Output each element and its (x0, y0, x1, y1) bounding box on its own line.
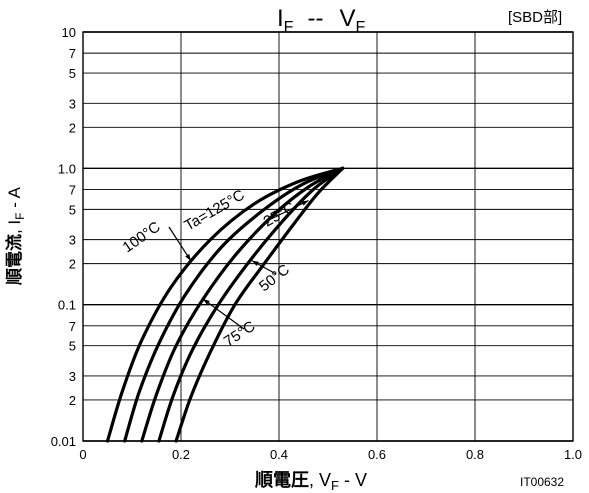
annotation-leader (168, 226, 192, 262)
x-tick-label: 0.8 (466, 447, 484, 462)
y-tick-label: 7 (69, 46, 76, 61)
x-axis-label-subscript: F (331, 478, 339, 493)
y-tick-label: 2 (69, 257, 76, 272)
y-axis-label-symbol: , I (5, 220, 24, 234)
title-main-subscript: F (284, 19, 294, 36)
series-line (157, 166, 345, 443)
series-lines (105, 166, 345, 443)
y-tick-label: 1.0 (58, 161, 76, 176)
title-second-subscript: F (355, 19, 365, 36)
series-annotation-label: Ta=125°C (182, 186, 248, 234)
y-tick-label: 10 (62, 25, 76, 40)
y-axis-label-unit: - A (5, 186, 24, 212)
figure-id: IT00632 (520, 475, 564, 489)
annotation-leader (202, 298, 245, 330)
x-axis-label-symbol: , V (309, 470, 331, 490)
y-tick-label: 0.1 (58, 298, 76, 313)
y-tick-label: 3 (69, 233, 76, 248)
series-line (140, 166, 345, 443)
annotation-arrowhead (203, 299, 210, 305)
x-axis-label-main: 順電圧 (255, 470, 309, 490)
y-tick-label: 7 (69, 319, 76, 334)
x-tick-label: 0.4 (270, 447, 288, 462)
y-axis-label-main: 順電流 (4, 234, 24, 285)
series-line (174, 166, 345, 443)
plot-border (82, 31, 574, 442)
series-line (105, 166, 345, 443)
x-axis-label-unit: - V (339, 470, 367, 490)
title-separator: -- (307, 5, 323, 32)
x-tick-label: 0.2 (172, 447, 190, 462)
x-tick-label: 0 (79, 447, 86, 462)
y-tick-label: 2 (69, 393, 76, 408)
chart-tag: [SBD部] (508, 9, 562, 26)
y-tick-label: 0.01 (51, 434, 76, 449)
y-tick-label: 2 (69, 120, 76, 135)
title-second: V (339, 5, 355, 32)
series-annotation-label: 100°C (120, 218, 164, 256)
y-axis-label-subscript: F (13, 213, 27, 220)
y-tick-label: 7 (69, 182, 76, 197)
y-axis-label: 順電流, IF - A (4, 186, 27, 285)
title-main: I (277, 5, 284, 32)
plot-frame (82, 31, 574, 442)
annotation-arrowhead (252, 260, 259, 267)
y-tick-labels: 0.01 2 3 5 7 0.1 2 3 5 7 1.0 2 3 5 7 10 (51, 25, 76, 449)
y-tick-label: 3 (69, 96, 76, 111)
y-tick-label: 5 (69, 202, 76, 217)
y-tick-label: 5 (69, 339, 76, 354)
chart-title: IF -- VF (277, 5, 365, 36)
annotation-arrowhead (185, 253, 191, 261)
annotation-leader (270, 200, 309, 220)
x-axis-label: 順電圧, VF - V (255, 470, 367, 493)
y-tick-label: 3 (69, 369, 76, 384)
annotation-arrowhead (301, 200, 309, 206)
x-tick-labels: 0 0.2 0.4 0.6 0.8 1.0 (79, 447, 582, 462)
y-tick-label: 5 (69, 66, 76, 81)
series-line (123, 166, 345, 443)
x-tick-label: 1.0 (564, 447, 582, 462)
x-tick-label: 0.6 (368, 447, 386, 462)
